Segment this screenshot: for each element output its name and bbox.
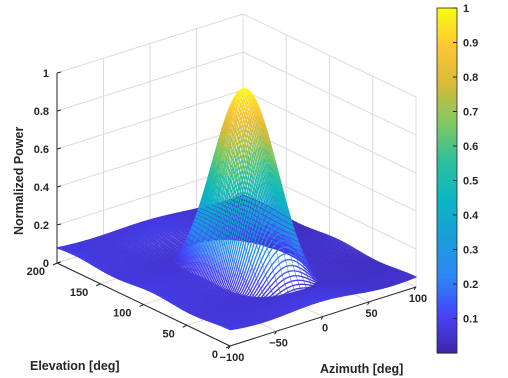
- surface-mesh: [56, 88, 417, 331]
